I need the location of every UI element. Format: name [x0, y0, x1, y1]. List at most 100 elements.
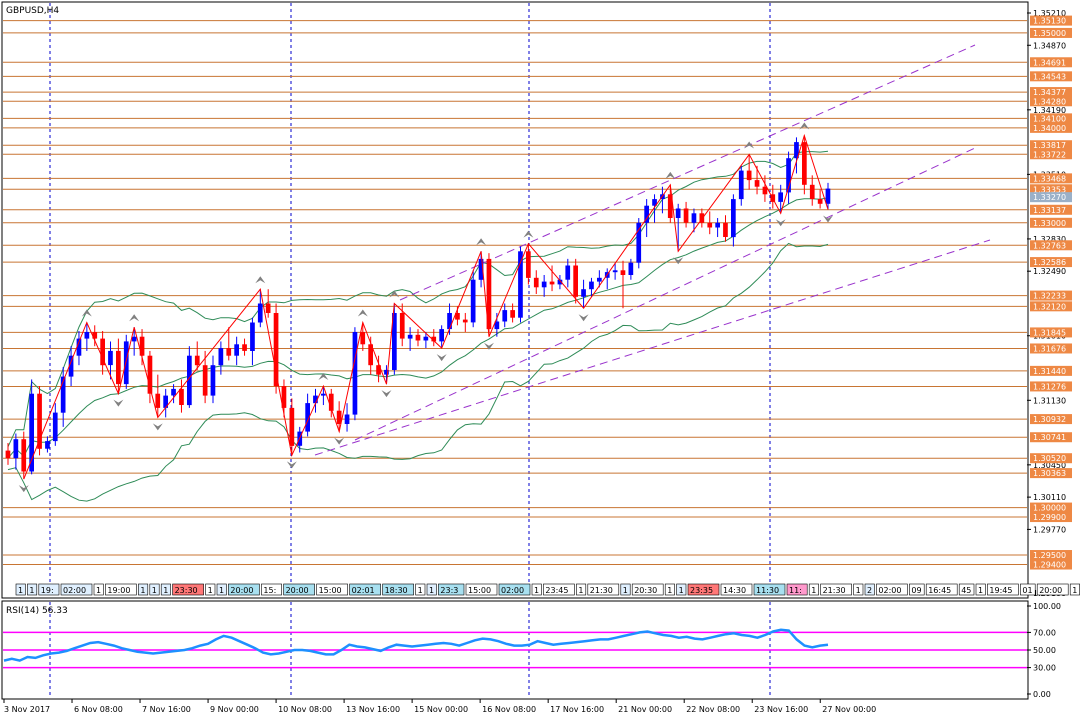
candle-body — [541, 281, 547, 288]
time-marker-label: 1 — [418, 586, 423, 595]
time-marker-box — [316, 583, 348, 596]
time-marker-box — [283, 583, 315, 596]
time-marker-label: 1 — [811, 586, 816, 595]
level-label: 1.30363 — [1033, 469, 1066, 478]
level-label-bg — [1030, 173, 1072, 184]
candle — [415, 329, 421, 347]
candle — [68, 346, 74, 387]
fractal-down-arrow — [381, 390, 392, 398]
time-marker-label: 1 — [163, 586, 168, 595]
candle — [675, 203, 681, 252]
time-markers-row: 1 1 19: 02:00 1 19:00 1 1 1 23:30 1 1 20:00 15: 20:00 1… — [15, 583, 1080, 596]
main-plot-frame — [1, 1, 1029, 599]
fractal-up-arrow — [81, 309, 92, 317]
candle-body — [289, 407, 295, 446]
price-tick-label: 1.29770 — [1033, 525, 1066, 534]
candle — [116, 338, 121, 394]
fractal-up-arrow — [799, 122, 810, 130]
candle-body — [273, 313, 279, 387]
candle-body — [455, 313, 460, 320]
time-marker-box — [138, 583, 149, 596]
horizontal-levels — [3, 20, 1027, 566]
time-marker-label: 14:30 — [723, 586, 746, 595]
fractal-up-arrow — [665, 171, 676, 179]
time-marker-box — [909, 583, 925, 596]
candle-body — [376, 365, 381, 375]
candle — [802, 135, 807, 195]
candle — [76, 331, 82, 366]
level-label-bg — [1030, 432, 1072, 443]
candle-body — [336, 410, 342, 424]
candle-body — [746, 170, 752, 181]
level-label: 1.34543 — [1033, 72, 1066, 81]
level-label: 1.34100 — [1033, 114, 1066, 123]
candle-body — [305, 403, 310, 432]
time-marker-box — [720, 583, 753, 596]
time-marker-box — [975, 583, 986, 596]
candle-body — [399, 313, 405, 339]
zigzag-indicator — [23, 133, 829, 480]
time-tick-label: 9 Nov 00:00 — [210, 705, 259, 714]
candle-body — [486, 258, 492, 330]
candle — [510, 303, 515, 323]
candle-body — [179, 388, 184, 405]
candle — [541, 274, 547, 297]
candle — [478, 251, 484, 288]
candle-body — [675, 208, 681, 218]
price-tick-label: 1.30450 — [1033, 461, 1066, 470]
candle-body — [250, 322, 255, 351]
candle-body — [723, 222, 728, 237]
fractal-up-arrow — [476, 238, 487, 246]
candle — [597, 270, 602, 288]
candle-body — [171, 388, 176, 396]
level-label-bg — [1030, 204, 1072, 215]
time-marker-label: 23:35 — [690, 586, 713, 595]
candle — [163, 388, 168, 418]
time-marker-box — [105, 583, 137, 596]
candle — [265, 289, 271, 318]
candle — [825, 182, 831, 210]
level-label-bg — [1030, 327, 1072, 338]
candle — [376, 355, 381, 383]
candle — [691, 208, 697, 233]
time-marker-label: 02:01 — [352, 586, 375, 595]
level-label: 1.35130 — [1033, 17, 1066, 26]
candle — [194, 341, 200, 370]
time-marker-box — [820, 583, 852, 596]
time-axis[interactable]: 3 Nov 2017 6 Nov 08:00 7 Nov 16:00 9 Nov 00… — [3, 699, 876, 714]
candle-body — [423, 336, 429, 341]
candle-body — [218, 348, 224, 366]
candle — [21, 431, 27, 480]
fractal-down-arrow — [334, 437, 345, 445]
level-label-bg — [1030, 122, 1072, 133]
candle-body — [533, 277, 539, 288]
candle — [738, 165, 744, 206]
candle-body — [234, 344, 239, 356]
time-marker-label: 45 — [961, 586, 971, 595]
time-marker-label: 02:00 — [878, 586, 901, 595]
time-marker-box — [27, 583, 38, 596]
candle — [794, 137, 799, 174]
candle-body — [762, 186, 768, 195]
candle-body — [242, 344, 247, 351]
candle-body — [187, 355, 192, 406]
candle — [108, 341, 113, 380]
candle-body — [226, 348, 232, 356]
bollinger-upper — [7, 150, 829, 448]
candle-body — [802, 142, 807, 185]
time-marker-label: 23:45 — [545, 586, 568, 595]
candle-body — [163, 395, 168, 408]
level-label-bg — [1030, 113, 1072, 124]
candle-body — [439, 329, 444, 342]
time-tick-label: 23 Nov 16:00 — [754, 705, 808, 714]
fractal-up-arrow — [357, 309, 368, 317]
time-marker-label: 18:30 — [385, 586, 408, 595]
time-marker-box — [687, 583, 720, 596]
fractal-up-arrow — [318, 373, 329, 381]
candle-body — [510, 310, 515, 318]
candle-body — [597, 277, 602, 282]
time-tick-label: 7 Nov 16:00 — [142, 705, 191, 714]
time-marker-label: 23:3 — [440, 586, 458, 595]
level-label-bg — [1030, 301, 1072, 312]
